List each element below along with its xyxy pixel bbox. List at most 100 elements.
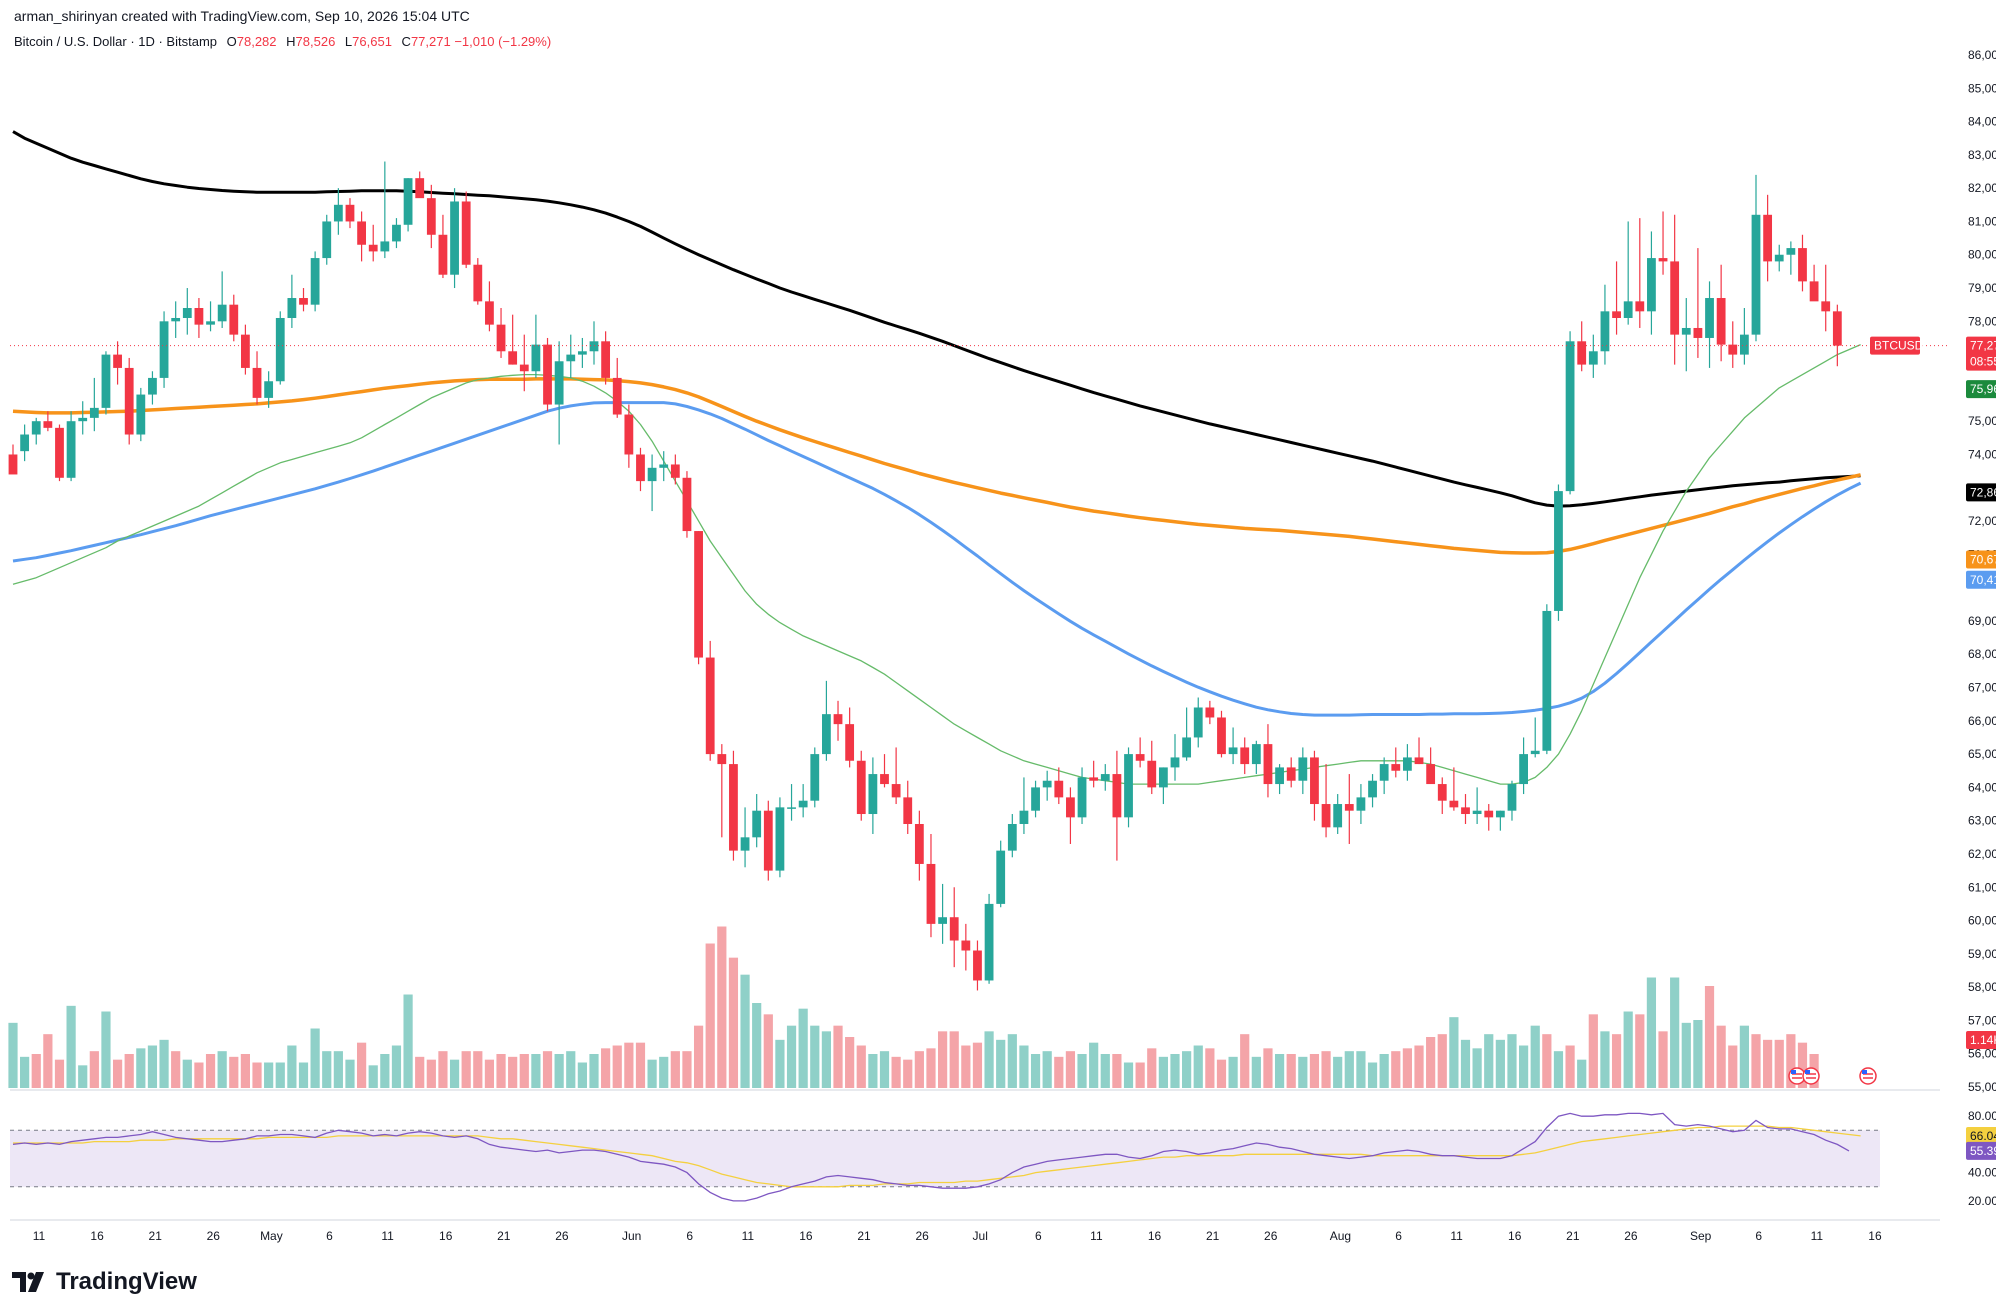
time-tick-label: 16 xyxy=(799,1229,813,1243)
volume-bar xyxy=(1402,1048,1412,1088)
volume-bar xyxy=(1646,977,1657,1088)
volume-bar xyxy=(647,1059,657,1088)
volume-bar xyxy=(1751,1034,1761,1088)
volume-bar xyxy=(752,1003,762,1088)
candle xyxy=(78,401,88,435)
us-event-flag-icon[interactable] xyxy=(1859,1067,1877,1085)
symbol-name[interactable]: Bitcoin / U.S. Dollar · 1D · Bitstamp xyxy=(14,34,217,49)
candle-body xyxy=(1809,281,1819,302)
volume-bar xyxy=(1414,1045,1424,1088)
candle xyxy=(252,351,262,405)
volume-bar xyxy=(938,1031,948,1088)
candle-body xyxy=(101,354,111,408)
candle-body xyxy=(1007,824,1017,851)
candle-body xyxy=(8,454,18,475)
volume-bar xyxy=(1681,1022,1691,1088)
volume-bar xyxy=(1460,1039,1471,1088)
volume-bar xyxy=(845,1037,855,1088)
volume-bar xyxy=(949,1031,959,1088)
candle-body xyxy=(171,317,181,322)
price-tick-label: 85,000 xyxy=(1968,81,1996,95)
candle-body xyxy=(89,407,99,418)
candle xyxy=(1507,780,1517,821)
price-tick-label: 75,000 xyxy=(1968,414,1996,428)
candle xyxy=(113,341,122,385)
volume-bar xyxy=(438,1051,448,1088)
candle xyxy=(1344,774,1354,844)
candle xyxy=(1205,700,1215,725)
candle-body xyxy=(1821,301,1831,312)
tradingview-wordmark: TradingView xyxy=(56,1268,197,1295)
candle-body xyxy=(1019,810,1029,825)
candle xyxy=(1170,734,1180,781)
candle-body xyxy=(1356,797,1366,811)
symbol-tag-bg xyxy=(1870,336,1920,355)
volume-bar xyxy=(1449,1017,1459,1088)
orange-ma-tag: 70,675 xyxy=(1970,553,1996,567)
volume-bar xyxy=(1542,1034,1552,1088)
volume-bar xyxy=(1263,1048,1273,1088)
candle xyxy=(1751,174,1761,342)
candle xyxy=(1437,777,1447,815)
rsi-tick-label: 40.00 xyxy=(1968,1166,1996,1180)
candle xyxy=(1112,750,1122,861)
volume-bar xyxy=(264,1062,274,1088)
volume-bar xyxy=(1391,1051,1401,1088)
candle-body xyxy=(566,354,576,362)
time-tick-label: 16 xyxy=(1868,1229,1882,1243)
candle xyxy=(1705,281,1714,368)
candle xyxy=(438,214,448,279)
time-tick-label: 16 xyxy=(90,1229,104,1243)
candle xyxy=(392,218,401,249)
candle xyxy=(845,707,855,768)
volume-bar xyxy=(1519,1045,1529,1088)
candle-body xyxy=(264,381,274,398)
us-event-flag-icon[interactable] xyxy=(1802,1067,1820,1085)
time-tick-label: 11 xyxy=(742,1229,755,1243)
candle xyxy=(659,451,669,482)
candle-body xyxy=(1693,327,1703,338)
candle xyxy=(938,883,947,944)
candle-body xyxy=(914,824,924,864)
volume-bar xyxy=(1484,1034,1494,1088)
candle xyxy=(1298,747,1308,795)
candle xyxy=(461,191,471,269)
candle xyxy=(299,288,308,312)
candle-body xyxy=(310,258,320,305)
candle-body xyxy=(775,807,785,871)
tradingview-brand[interactable]: TradingView xyxy=(12,1268,197,1296)
candle xyxy=(1681,298,1691,372)
volume-bar xyxy=(682,1051,692,1088)
volume-bar xyxy=(403,994,413,1088)
volume-bar xyxy=(670,1051,680,1088)
candle-body xyxy=(333,204,343,222)
candle xyxy=(508,314,518,365)
volume-bar xyxy=(1019,1045,1029,1088)
volume-bar xyxy=(1495,1039,1505,1088)
candle xyxy=(717,744,727,838)
candle xyxy=(380,161,390,259)
volume-bar xyxy=(194,1062,204,1088)
candle-body xyxy=(1228,747,1238,755)
candle-body xyxy=(682,477,692,532)
time-tick-label: 21 xyxy=(149,1229,163,1243)
volume-bar xyxy=(821,1031,831,1088)
candle-body xyxy=(415,178,425,199)
candle-body xyxy=(926,863,936,924)
candle-body xyxy=(1681,327,1691,335)
candle xyxy=(1135,737,1145,768)
candle-body xyxy=(1286,767,1296,781)
candle-body xyxy=(1298,757,1308,781)
volume-bar xyxy=(1367,1062,1378,1088)
candle-body xyxy=(531,344,541,372)
green-ma-tag: 75,965 xyxy=(1970,382,1996,396)
candle xyxy=(1158,767,1168,805)
volume-bar xyxy=(1786,1034,1796,1088)
price-tick-label: 59,000 xyxy=(1968,947,1996,961)
candle-body xyxy=(1426,764,1436,785)
candle xyxy=(1472,787,1482,825)
volume-bar xyxy=(298,1062,309,1088)
volume-bar xyxy=(78,1065,88,1088)
candle xyxy=(1821,264,1831,332)
